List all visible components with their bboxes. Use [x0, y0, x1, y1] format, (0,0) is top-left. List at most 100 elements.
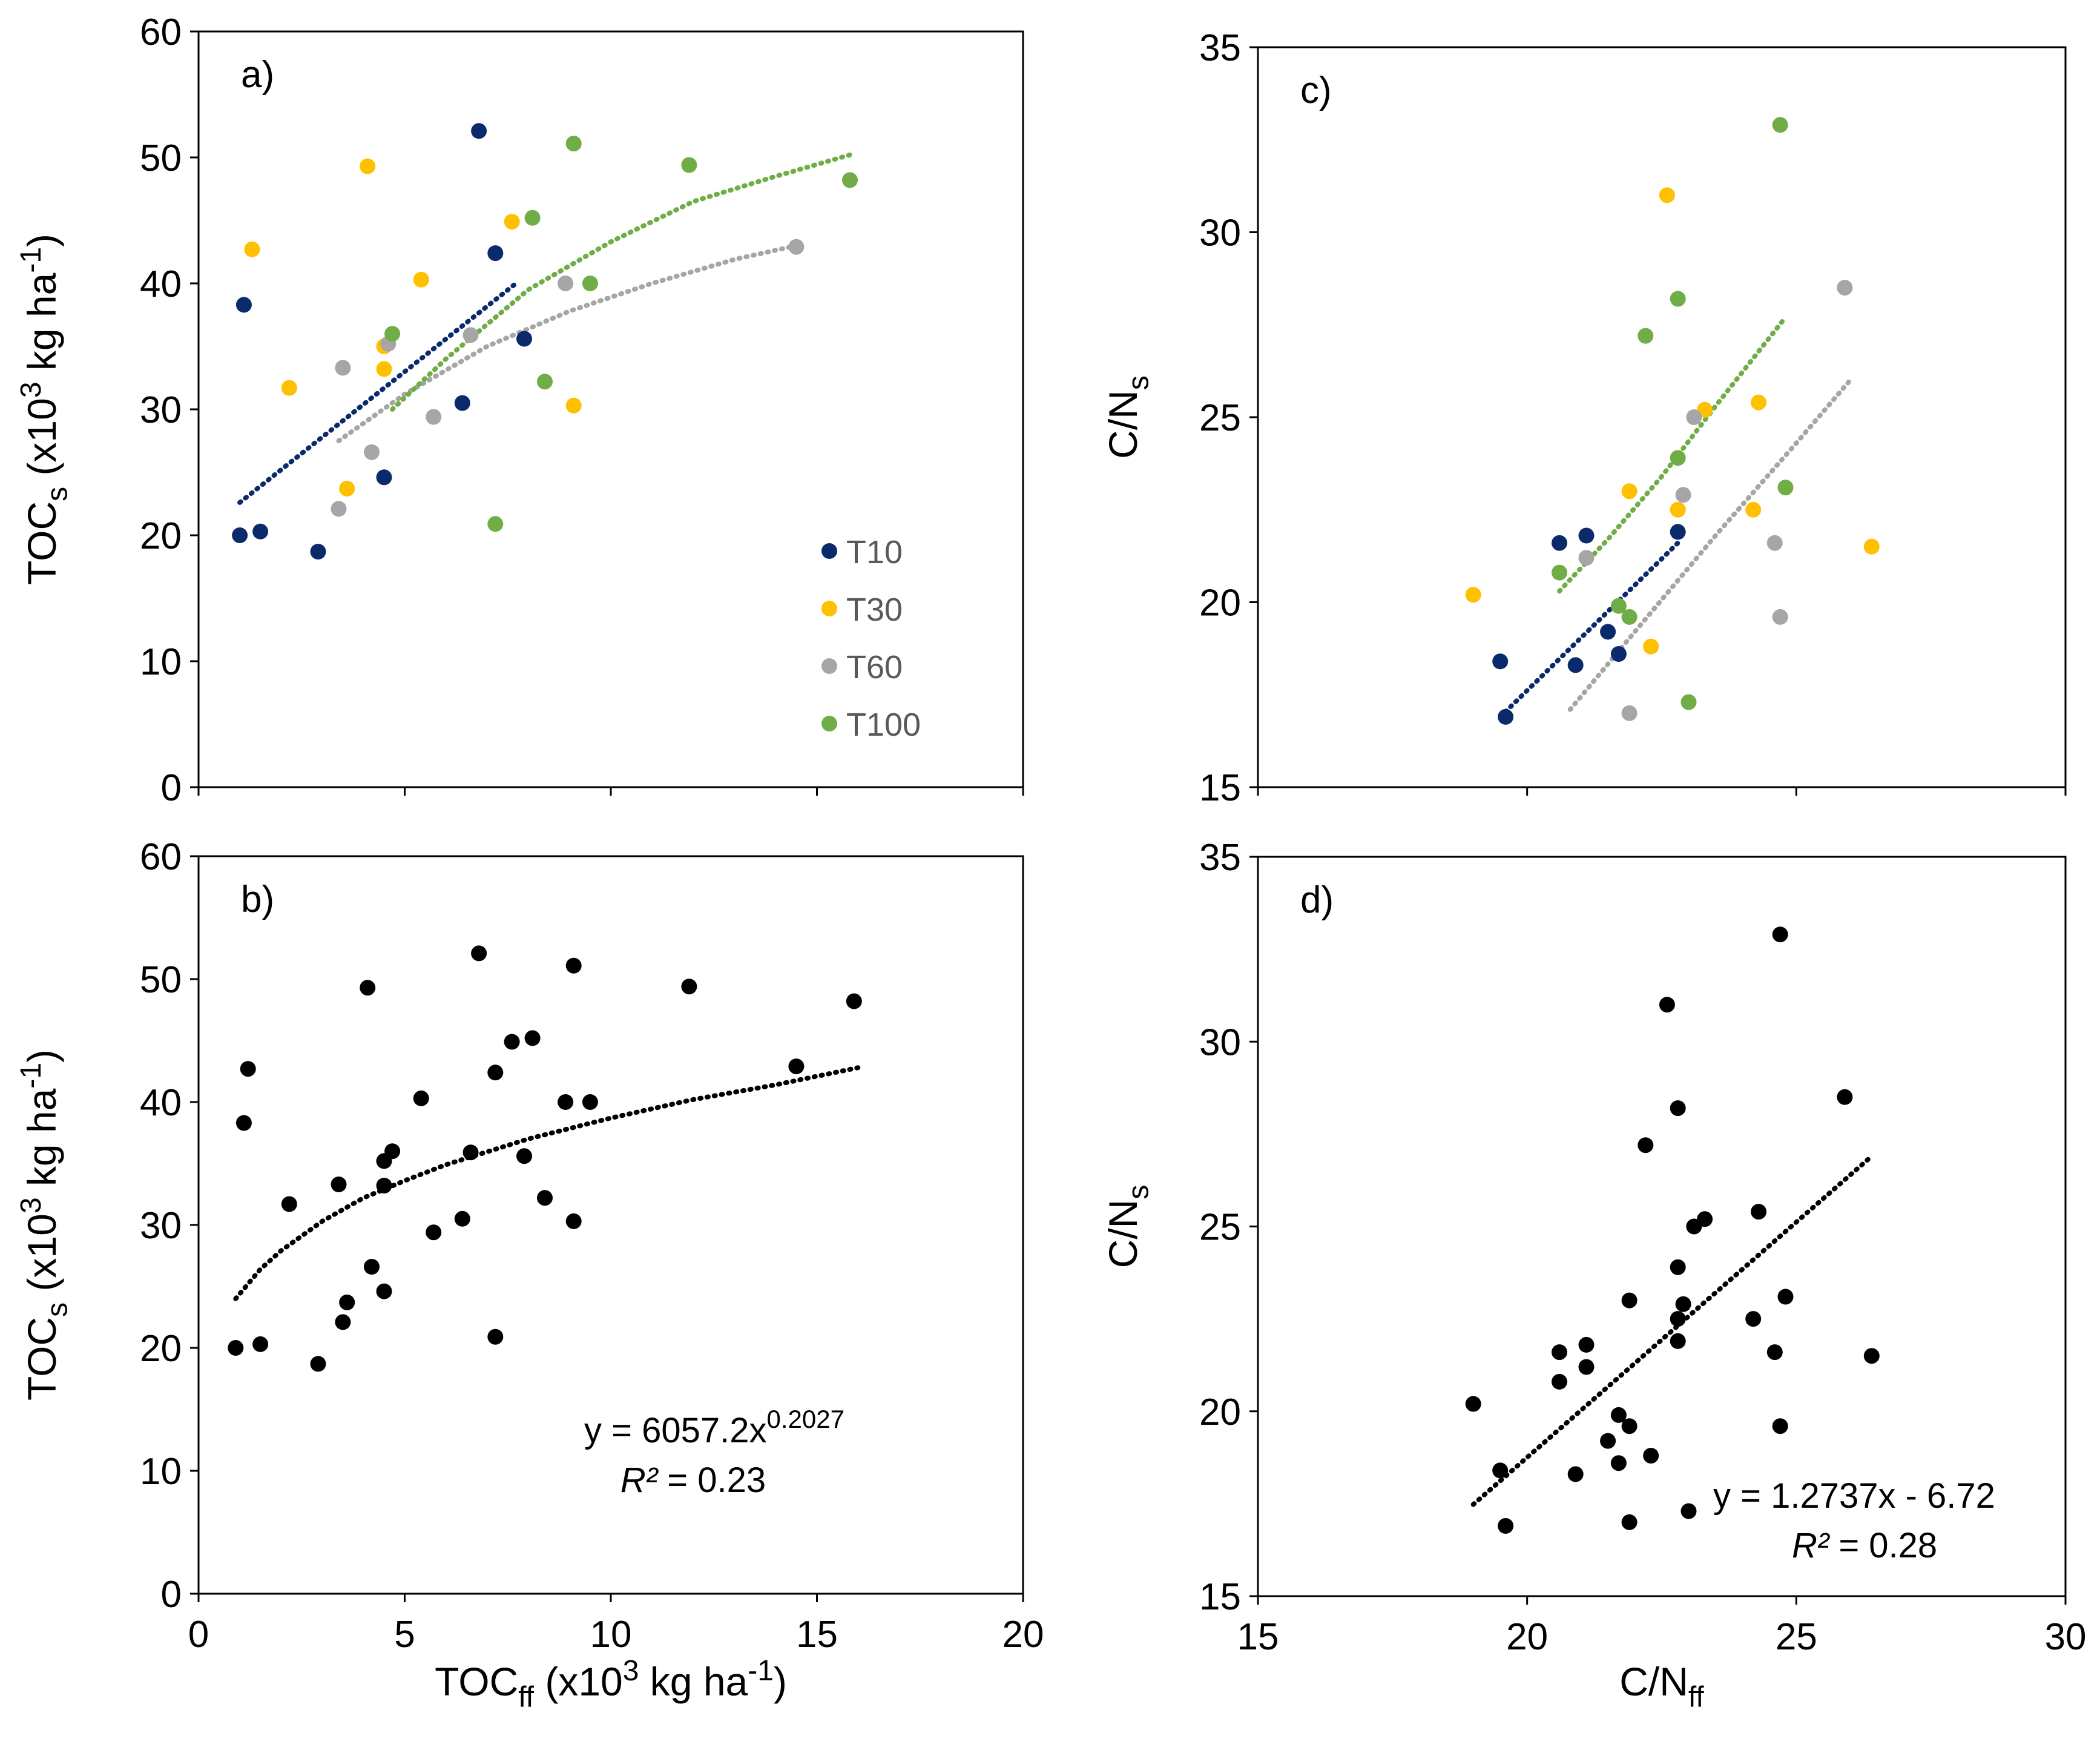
x-tick-label: 25: [1776, 1616, 1817, 1658]
y-tick-label: 50: [140, 137, 182, 179]
data-point-t30: [1465, 587, 1481, 603]
data-point-t60: [1772, 609, 1788, 625]
data-point-all: [252, 1336, 269, 1352]
data-point-all: [1578, 1336, 1595, 1353]
data-point-all: [1751, 1204, 1767, 1220]
data-point-all: [1567, 1466, 1584, 1482]
data-point-t100: [1638, 328, 1654, 344]
data-point-t10: [376, 469, 392, 486]
data-point-all: [240, 1061, 256, 1077]
data-point-t60: [462, 327, 479, 343]
data-point-all: [1610, 1455, 1627, 1471]
data-point-t60: [331, 501, 347, 517]
data-point-t10: [471, 123, 487, 139]
data-point-t60: [1578, 550, 1595, 566]
y-tick-label: 40: [140, 263, 182, 305]
x-axis-title: TOCff (x103 kg ha-1): [435, 1655, 787, 1714]
panel-b: 0 10 20 30 40 50 60 0 5 10 15 20 b) TOCs (x103 kg ha-…: [15, 836, 1044, 1713]
legend-label-t30: T30: [846, 592, 903, 628]
y-tick-label: 30: [1199, 213, 1241, 254]
y-axis-title: TOCs (x103 kg ha-1): [15, 234, 74, 585]
data-point-t30: [1751, 394, 1767, 411]
data-point-all: [413, 1090, 429, 1106]
legend-marker-t10: [821, 543, 837, 559]
data-point-t60: [364, 444, 380, 460]
data-point-all: [471, 945, 487, 962]
data-point-t10: [252, 523, 269, 540]
data-point-t30: [1863, 538, 1880, 555]
data-point-all: [1745, 1311, 1762, 1327]
data-point-t100: [384, 326, 401, 342]
data-point-t100: [537, 374, 553, 390]
y-tick-label: 60: [140, 12, 182, 53]
regression-equation: y = 1.2737x - 6.72: [1713, 1476, 1995, 1516]
plot-frame: [1257, 46, 2067, 788]
data-point-all: [1465, 1396, 1481, 1412]
panel-label: b): [241, 879, 274, 920]
data-point-t30: [1659, 187, 1675, 203]
data-point-all: [310, 1356, 326, 1372]
data-point-all: [1772, 1418, 1788, 1434]
trendline-t60: [336, 243, 799, 443]
regression-equation: y = 6057.2x0.2027: [584, 1405, 844, 1450]
y-tick-label: 30: [1199, 1022, 1241, 1063]
panel-label: a): [241, 54, 274, 96]
data-point-t100: [1670, 291, 1686, 307]
data-point-all: [1777, 1289, 1794, 1305]
data-point-all: [1492, 1462, 1509, 1479]
data-point-t100: [565, 136, 582, 152]
y-tick-label: 20: [1199, 583, 1241, 624]
data-point-t100: [582, 276, 598, 291]
x-tick-label: 20: [1002, 1614, 1044, 1655]
data-point-t10: [1670, 524, 1686, 540]
data-point-t30: [504, 214, 520, 230]
data-point-all: [426, 1224, 442, 1241]
data-point-all: [335, 1314, 351, 1330]
x-tick-label: 20: [1506, 1616, 1548, 1658]
data-point-all: [487, 1064, 504, 1081]
data-point-t100: [1610, 598, 1627, 614]
data-point-t30: [1621, 483, 1638, 500]
data-point-t10: [516, 331, 532, 347]
data-point-all: [281, 1196, 297, 1212]
y-tick-label: 30: [140, 389, 182, 431]
data-point-t60: [335, 360, 351, 376]
data-point-all: [331, 1177, 347, 1192]
data-point-t10: [310, 544, 326, 559]
data-point-all: [582, 1094, 598, 1110]
data-point-all: [454, 1210, 470, 1227]
data-point-t60: [1621, 705, 1638, 721]
data-point-all: [524, 1030, 541, 1046]
x-tick-label: 15: [796, 1614, 838, 1655]
data-point-all: [1621, 1292, 1638, 1309]
data-point-all: [1552, 1373, 1567, 1390]
data-point-all: [565, 957, 582, 974]
data-point-all: [235, 1115, 252, 1131]
x-tick-label: 10: [590, 1614, 632, 1655]
panel-label: d): [1300, 879, 1334, 921]
data-point-t30: [1670, 501, 1686, 518]
data-point-all: [1621, 1514, 1638, 1530]
legend-marker-t60: [821, 658, 837, 674]
x-axis-title: C/Nff: [1619, 1659, 1704, 1713]
data-point-all: [1643, 1448, 1659, 1464]
data-point-t100: [1772, 117, 1788, 133]
data-point-all: [228, 1340, 244, 1356]
data-point-all: [1621, 1418, 1638, 1434]
y-tick-label: 20: [1199, 1391, 1241, 1433]
data-point-all: [487, 1329, 504, 1345]
data-point-all: [1670, 1259, 1686, 1275]
data-point-t10: [1600, 624, 1616, 640]
data-point-all: [788, 1058, 805, 1075]
panel-c: 15 20 25 30 35 c) C/Ns: [1101, 27, 2067, 809]
data-point-all: [1600, 1433, 1616, 1449]
legend-label-t60: T60: [846, 649, 903, 685]
data-point-t30: [413, 271, 429, 288]
data-point-all: [846, 993, 862, 1009]
trendline-t100: [390, 152, 852, 412]
data-point-t100: [1621, 609, 1638, 625]
data-point-all: [565, 1213, 582, 1229]
data-point-t30: [1643, 638, 1659, 655]
y-tick-label: 35: [1199, 837, 1241, 879]
